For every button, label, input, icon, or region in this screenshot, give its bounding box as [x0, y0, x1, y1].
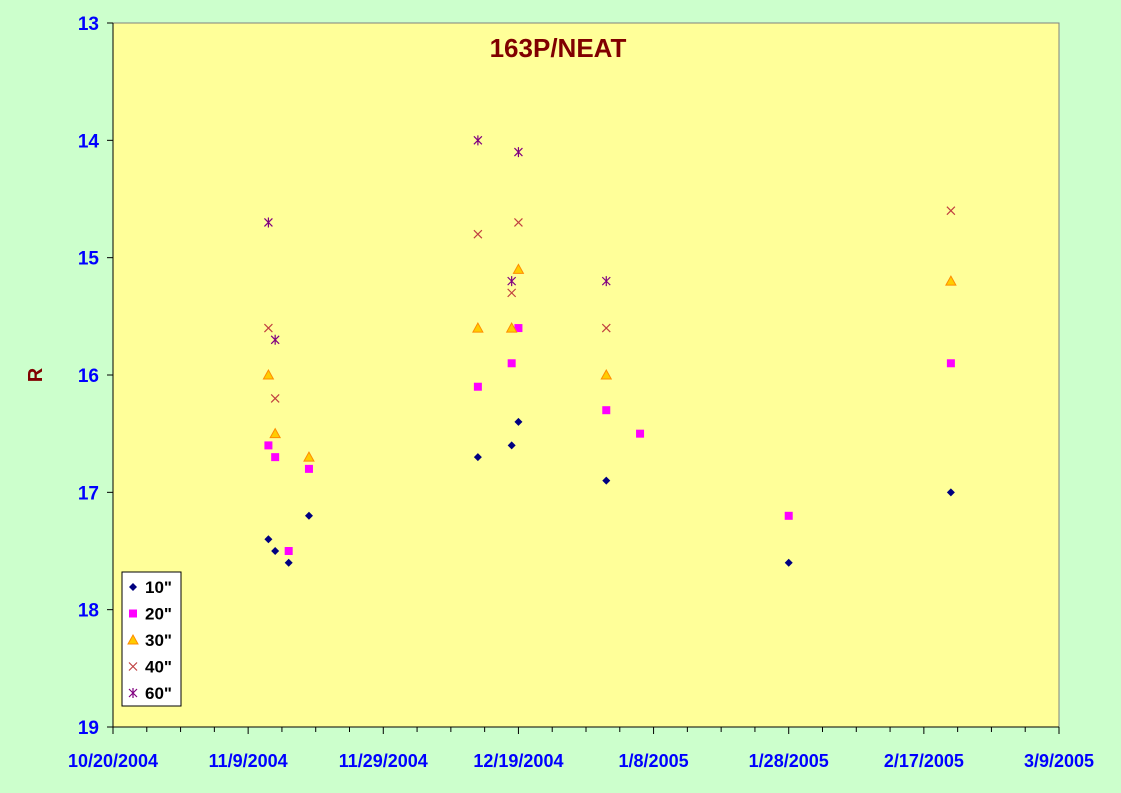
data-point — [512, 263, 525, 274]
legend-label: 10" — [145, 578, 172, 597]
legend-marker — [128, 662, 138, 671]
legend-marker — [129, 609, 137, 618]
y-tick-label: 19 — [78, 718, 99, 739]
data-point — [507, 359, 516, 368]
legend-marker — [127, 633, 139, 645]
data-point — [473, 382, 482, 391]
data-point — [507, 441, 516, 450]
x-tick-label: 12/19/2004 — [473, 751, 563, 771]
data-point — [473, 135, 483, 146]
data-point — [263, 323, 273, 333]
y-tick-label: 14 — [78, 131, 100, 152]
y-axis: 13 14 15 16 17 18 19 — [78, 14, 114, 739]
data-point — [263, 217, 273, 228]
data-point — [262, 368, 275, 380]
data-point — [473, 229, 483, 239]
legend-label: 30" — [145, 631, 172, 650]
data-point — [472, 322, 484, 333]
data-point — [270, 334, 280, 345]
data-point — [600, 368, 613, 380]
data-point — [514, 324, 523, 333]
y-tick-label: 16 — [78, 366, 99, 387]
data-point — [264, 441, 273, 450]
data-point — [284, 547, 293, 555]
legend-label: 20" — [145, 605, 172, 624]
data-point — [304, 511, 313, 520]
y-axis-label: R — [25, 367, 47, 382]
data-point — [601, 323, 611, 333]
x-tick-label: 11/29/2004 — [339, 751, 428, 771]
data-point — [601, 276, 611, 287]
legend-marker — [129, 583, 137, 591]
data-point — [507, 276, 517, 287]
y-tick-label: 18 — [78, 601, 99, 622]
data-point — [784, 511, 793, 520]
data-point — [284, 558, 293, 567]
data-point — [271, 547, 280, 555]
data-point — [514, 147, 523, 158]
data-point — [602, 476, 611, 485]
y-tick-label: 15 — [78, 249, 100, 270]
series-1 — [264, 417, 955, 567]
series-2 — [264, 324, 955, 555]
data-point — [303, 451, 315, 462]
x-tick-label: 1/8/2005 — [619, 751, 689, 771]
data-point — [304, 464, 313, 473]
data-point — [636, 429, 645, 438]
data-point — [505, 322, 518, 333]
chart-title: 163P/NEAT — [490, 33, 627, 63]
data-point — [602, 406, 611, 415]
data-point — [945, 275, 957, 286]
legend-marker — [128, 688, 138, 698]
data-point — [784, 558, 793, 567]
legend-label: 60" — [145, 684, 172, 703]
data-point — [507, 288, 517, 298]
data-point — [271, 453, 280, 462]
x-tick-label: 1/28/2005 — [749, 751, 829, 771]
x-tick-label: 11/9/2004 — [209, 751, 288, 771]
series-4 — [263, 206, 956, 403]
data-point — [946, 488, 955, 497]
data-point — [270, 394, 280, 403]
x-tick-label: 2/17/2005 — [884, 751, 964, 771]
series-3 — [262, 263, 957, 462]
data-point — [946, 359, 955, 368]
data-point — [514, 417, 523, 426]
data-point — [946, 206, 956, 216]
y-tick-label: 17 — [78, 483, 99, 504]
legend-label: 40" — [145, 658, 172, 677]
data-point — [473, 453, 482, 462]
data-point — [264, 535, 273, 544]
x-tick-label: 3/9/2005 — [1024, 751, 1094, 771]
y-tick-label: 13 — [78, 14, 99, 35]
legend: 10" 20" 30" 40" 60" — [121, 571, 182, 707]
plot-area — [112, 22, 1060, 728]
data-point — [269, 427, 282, 439]
series-5 — [263, 135, 611, 345]
data-point — [514, 218, 523, 227]
x-axis: 10/20/2004 11/9/2004 11/29/2004 12/19/2004 1… — [68, 726, 1094, 771]
series-layer — [262, 135, 957, 567]
x-tick-label: 10/20/2004 — [68, 751, 158, 771]
